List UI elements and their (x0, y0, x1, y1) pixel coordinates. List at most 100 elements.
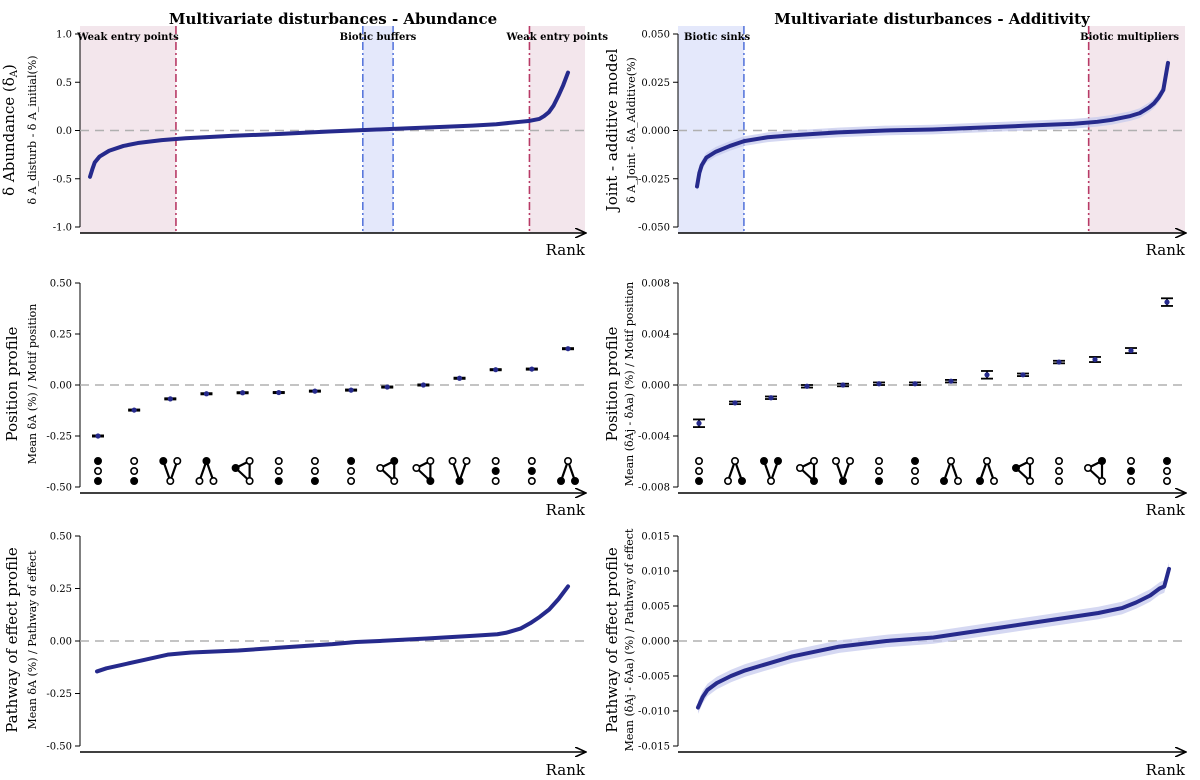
motif-node (1127, 466, 1136, 475)
motif-node (1011, 463, 1020, 472)
motif-node (874, 456, 883, 465)
y-tick-label: -0.5 (53, 174, 72, 185)
motif-node (347, 466, 356, 475)
motif-node (1163, 456, 1172, 465)
motif-node (694, 456, 703, 465)
plot-area (678, 562, 1185, 714)
y-tick-label: -0.25 (46, 689, 72, 700)
y-tick-label: -0.025 (638, 174, 670, 185)
motif-node (730, 456, 739, 465)
motif-node (94, 476, 103, 485)
data-point (768, 395, 774, 401)
panel-abundance-motif: Position profile Mean δA (%) / Motif pos… (3, 279, 586, 519)
motif-node (527, 476, 536, 485)
x-axis-title: Rank (1146, 241, 1186, 259)
panel-title: Multivariate disturbances - Abundance (169, 10, 497, 28)
data-point (456, 375, 463, 381)
motif-node (563, 456, 572, 465)
plot-area (80, 584, 585, 674)
data-point (1056, 359, 1062, 365)
motif-node (245, 476, 254, 485)
y-title-main-sub: A (9, 69, 20, 78)
y-title: Pathway of effect profile (603, 547, 621, 733)
motif-node (989, 476, 998, 485)
motif-icon (795, 456, 818, 485)
motif-node (310, 476, 319, 485)
y-tick-label: 0.004 (641, 330, 670, 341)
motif-node (910, 456, 919, 465)
y-tick-label: 0.50 (50, 532, 72, 543)
data-point (1092, 356, 1098, 363)
y-title: Joint - additive model (603, 49, 621, 214)
motif-icon (1011, 456, 1035, 485)
y-tick-label: -0.010 (638, 707, 670, 718)
data-point (984, 372, 990, 378)
y-tick-label: -0.005 (638, 672, 670, 683)
motif-icon (556, 456, 579, 485)
motif-node (946, 456, 955, 465)
motif-node (94, 466, 103, 475)
series-line (695, 60, 1170, 189)
y-tick-label: 0.25 (50, 330, 72, 341)
motif-node (809, 476, 818, 485)
motif-icon (448, 456, 471, 485)
x-axis-title: Rank (546, 241, 586, 259)
motif-node (159, 456, 168, 465)
motif-node (491, 476, 500, 485)
y-axis: -1.0 -0.5 0.0 0.5 1.0 (53, 30, 81, 234)
motif-node (412, 463, 421, 472)
motif-node (347, 456, 356, 465)
motif-icon (347, 456, 356, 485)
plot-area (80, 70, 585, 179)
y-axis: -0.50 -0.25 0.00 0.25 0.50 (46, 279, 81, 494)
motif-icon (274, 456, 283, 485)
motif-icon (1055, 456, 1064, 485)
motif-node (94, 456, 103, 465)
x-axis-title: Rank (546, 501, 586, 519)
series-line (88, 70, 570, 179)
motif-icon (910, 456, 919, 485)
region-label: Biotic buffers (340, 32, 417, 43)
y-title: Pathway of effect profile (3, 547, 21, 733)
motif-icon (1127, 456, 1136, 485)
y-tick-label: 0.000 (641, 381, 670, 392)
motif-node (448, 456, 457, 465)
y-tick-label: 0.025 (641, 78, 670, 89)
series-line (696, 566, 1171, 710)
y-subtitle: Mean δA (%) / Pathway of effect (26, 550, 39, 730)
motif-node (845, 456, 854, 465)
motif-node (795, 463, 804, 472)
motif-node (195, 476, 204, 485)
motif-node (1098, 476, 1107, 485)
data-point (529, 366, 535, 372)
motif-icon (94, 456, 103, 485)
motif-node (130, 476, 139, 485)
y-tick-label: 0.0 (56, 126, 72, 137)
data-point (732, 400, 738, 406)
y-tick-label: 0.015 (641, 532, 670, 543)
motif-icons (694, 456, 1172, 485)
motif-node (982, 456, 991, 465)
y-title: Position profile (3, 326, 21, 441)
motif-node (953, 476, 962, 485)
motif-icon (195, 456, 218, 485)
motif-icons (94, 456, 579, 485)
motif-node (1163, 476, 1172, 485)
y-tick-label: 0.008 (641, 279, 670, 290)
motif-node (1055, 456, 1064, 465)
motif-icon (1163, 456, 1172, 485)
motif-node (310, 466, 319, 475)
data-point (420, 382, 426, 388)
motif-node (376, 463, 385, 472)
motif-node (274, 456, 283, 465)
motif-node (1026, 476, 1035, 485)
motif-node (491, 466, 500, 475)
data-point (95, 433, 101, 439)
data-point (948, 378, 954, 384)
motif-node (939, 476, 948, 485)
motif-icon (759, 456, 782, 485)
motif-node (831, 456, 840, 465)
region-label: Biotic multipliers (1080, 32, 1179, 43)
y-tick-label: -0.50 (46, 483, 72, 494)
data-point (493, 367, 499, 373)
